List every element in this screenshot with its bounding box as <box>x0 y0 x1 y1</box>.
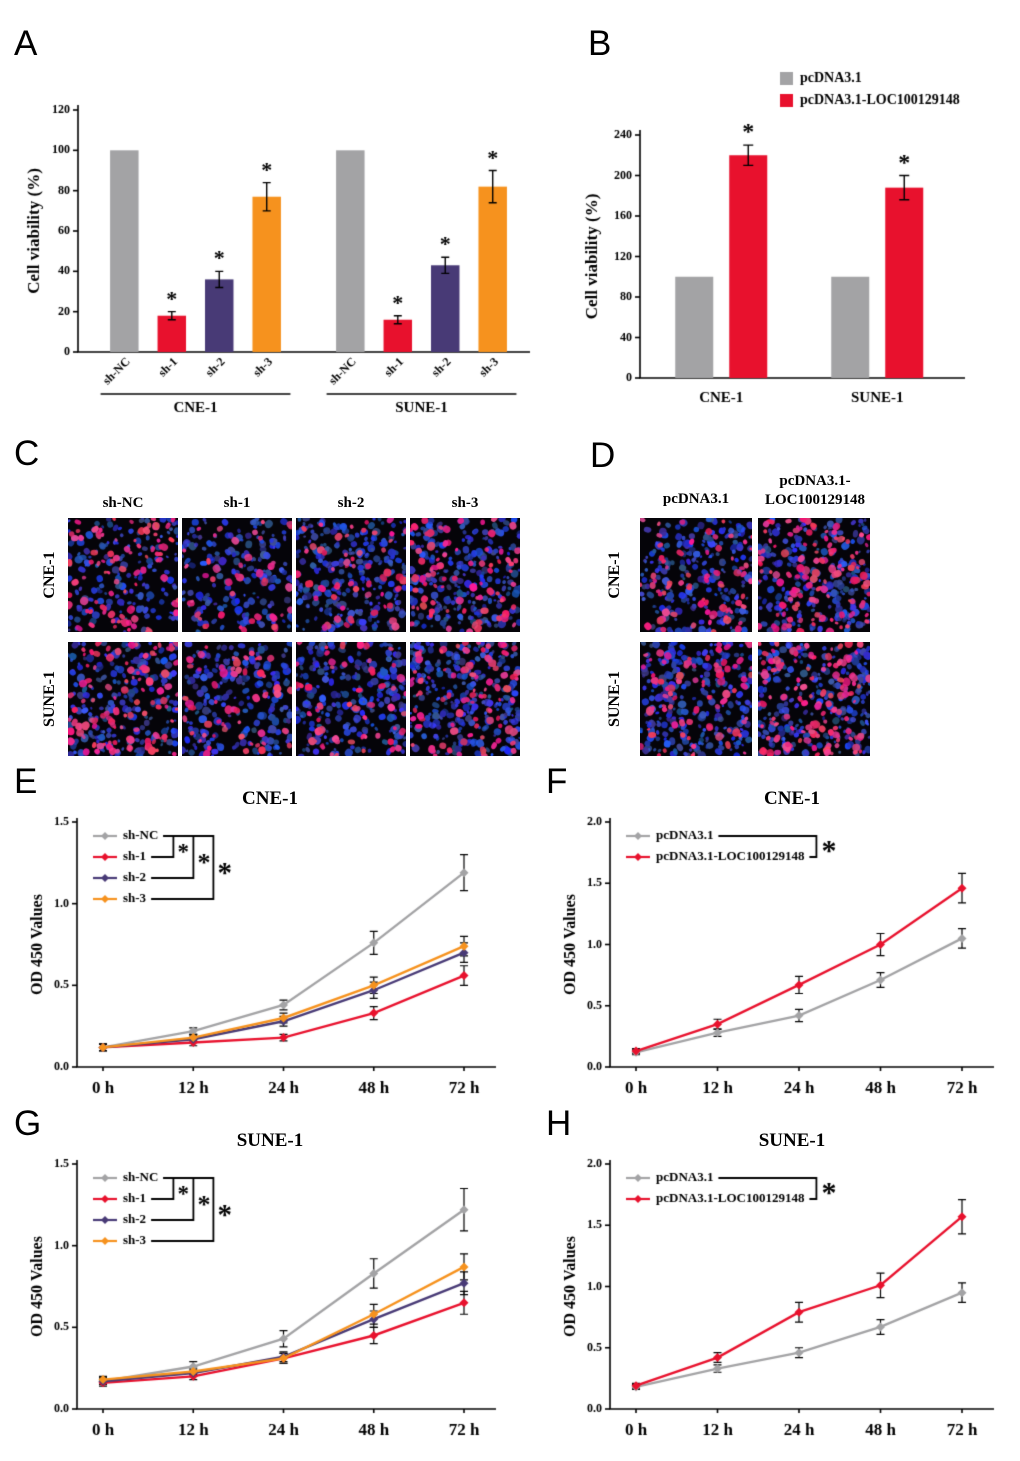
panel-c-col-label: sh-3 <box>451 495 479 511</box>
panel-h-title: SUNE-1 <box>758 1130 826 1151</box>
panel-g-label: G <box>14 1104 42 1143</box>
micrograph <box>410 642 520 756</box>
panel-d-label: D <box>590 436 616 475</box>
panel-e-label: E <box>14 762 38 801</box>
micrograph <box>758 642 870 756</box>
micrograph <box>68 642 178 756</box>
panel-e-title: CNE-1 <box>242 788 298 809</box>
panel-h-line-chart <box>558 1150 1008 1455</box>
micrograph <box>68 518 178 632</box>
panel-a-label: A <box>14 24 38 63</box>
panel-g-title: SUNE-1 <box>236 1130 304 1151</box>
panel-c-col-label: sh-1 <box>223 495 251 511</box>
panel-f-line-chart <box>558 808 1008 1113</box>
panel-d-col-label: pcDNA3.1- LOC100129148 <box>764 473 865 508</box>
panel-c-col-label: sh-2 <box>337 495 365 511</box>
panel-f-label: F <box>546 762 568 801</box>
micrograph <box>182 642 292 756</box>
panel-c-col-label: sh-NC <box>102 495 144 511</box>
panel-c-row-label: CNE-1 <box>41 551 58 599</box>
micrograph <box>640 642 752 756</box>
micrograph <box>296 642 406 756</box>
panel-d-col-label: pcDNA3.1 <box>662 491 730 507</box>
panel-b-label: B <box>588 24 612 63</box>
micrograph <box>182 518 292 632</box>
panel-a-bar-chart <box>20 75 540 420</box>
micrograph <box>296 518 406 632</box>
panel-h-label: H <box>546 1104 572 1143</box>
panel-d-row-label: CNE-1 <box>606 551 623 599</box>
panel-f-title: CNE-1 <box>764 788 820 809</box>
panel-b-bar-chart <box>575 70 1010 420</box>
panel-c-row-label: SUNE-1 <box>41 671 58 728</box>
panel-c-label: C <box>14 434 40 473</box>
micrograph <box>758 518 870 632</box>
panel-e-line-chart <box>25 808 510 1113</box>
micrograph <box>640 518 752 632</box>
panel-g-line-chart <box>25 1150 510 1455</box>
panel-d-row-label: SUNE-1 <box>606 671 623 728</box>
micrograph <box>410 518 520 632</box>
